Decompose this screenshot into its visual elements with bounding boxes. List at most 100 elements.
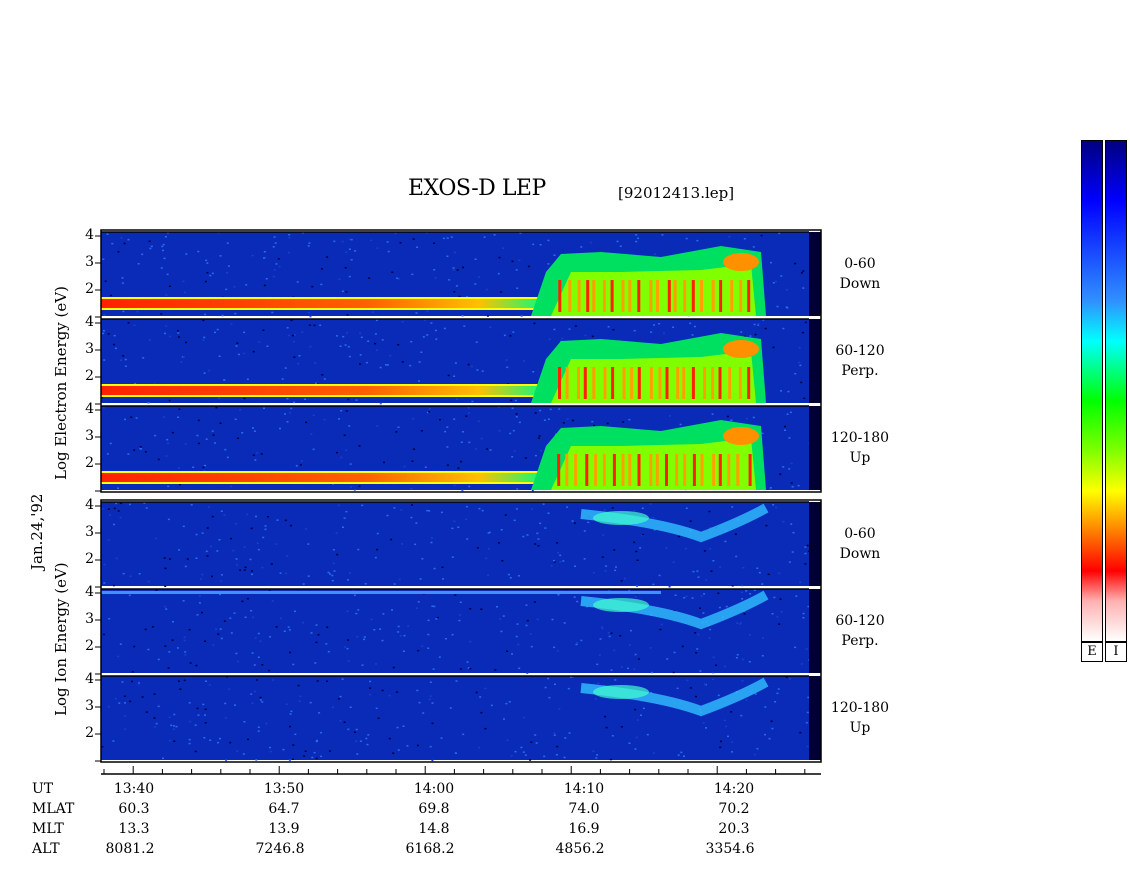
noise-pixel (398, 578, 401, 581)
noise-pixel (712, 656, 715, 658)
noise-pixel (649, 647, 652, 649)
noise-pixel (288, 629, 291, 631)
pitch-direction: Up (849, 450, 871, 466)
noise-pixel (474, 448, 477, 450)
auroral-streak (718, 454, 722, 486)
noise-pixel (535, 742, 538, 744)
noise-pixel (806, 711, 809, 714)
noise-pixel (592, 572, 595, 574)
noise-pixel (780, 390, 782, 392)
noise-pixel (250, 693, 253, 695)
noise-pixel (516, 287, 519, 289)
noise-pixel (757, 323, 760, 325)
noise-pixel (379, 366, 382, 369)
noise-pixel (223, 514, 226, 516)
noise-pixel (333, 240, 336, 243)
noise-pixel (489, 326, 492, 328)
noise-pixel (211, 515, 214, 518)
noise-pixel (415, 522, 418, 524)
noise-pixel (341, 678, 344, 680)
noise-pixel (450, 236, 453, 238)
noise-pixel (348, 238, 351, 241)
noise-pixel (288, 234, 291, 236)
noise-pixel (153, 693, 156, 695)
y-tick-label: 3 (85, 698, 94, 714)
noise-pixel (367, 340, 370, 342)
noise-pixel (149, 247, 152, 250)
noise-pixel (345, 449, 348, 451)
noise-pixel (481, 509, 484, 512)
noise-pixel (236, 750, 239, 752)
noise-pixel (291, 334, 294, 337)
noise-pixel (117, 487, 119, 489)
noise-pixel (719, 566, 722, 568)
noise-pixel (168, 739, 171, 742)
noise-pixel (161, 245, 164, 248)
noise-pixel (728, 236, 731, 238)
noise-pixel (344, 267, 347, 269)
noise-pixel (253, 430, 256, 432)
auroral-streak (649, 280, 653, 312)
pitch-direction: Down (839, 546, 881, 562)
noise-pixel (241, 432, 244, 434)
noise-pixel (121, 277, 124, 279)
noise-pixel (133, 449, 136, 451)
noise-pixel (641, 534, 644, 536)
noise-pixel (443, 327, 446, 330)
auroral-streak (577, 367, 580, 399)
noise-pixel (717, 592, 720, 594)
orbit-value-mlat: 69.8 (418, 801, 450, 817)
electron-colorbar (1081, 140, 1103, 642)
noise-pixel (457, 526, 460, 528)
noise-pixel (563, 622, 566, 624)
noise-pixel (475, 691, 478, 694)
noise-pixel (459, 601, 462, 603)
noise-pixel (331, 574, 334, 577)
noise-pixel (230, 485, 232, 488)
noise-pixel (702, 722, 705, 724)
noise-pixel (312, 448, 315, 451)
noise-pixel (513, 450, 516, 452)
noise-pixel (309, 345, 312, 348)
noise-pixel (325, 643, 328, 645)
noise-pixel (284, 367, 287, 369)
noise-pixel (462, 266, 464, 269)
noise-pixel (742, 567, 745, 569)
noise-pixel (686, 679, 689, 682)
band-edge (101, 297, 546, 299)
auroral-streak (621, 280, 625, 312)
noise-pixel (782, 466, 785, 468)
orbit-value-mlat: 64.7 (268, 801, 300, 817)
noise-pixel (602, 534, 605, 536)
noise-pixel (415, 312, 418, 314)
noise-pixel (595, 757, 598, 759)
noise-pixel (302, 583, 305, 585)
noise-pixel (448, 279, 451, 281)
noise-pixel (786, 307, 789, 309)
noise-pixel (480, 437, 483, 440)
noise-pixel (465, 518, 468, 521)
noise-pixel (273, 269, 276, 271)
noise-pixel (523, 716, 526, 719)
auroral-streak (594, 454, 598, 486)
noise-pixel (399, 242, 402, 244)
noise-pixel (204, 280, 207, 283)
noise-pixel (286, 327, 289, 329)
noise-pixel (485, 288, 488, 291)
noise-pixel (153, 726, 156, 728)
noise-pixel (543, 419, 546, 421)
noise-pixel (506, 739, 509, 741)
noise-pixel (216, 550, 219, 552)
noise-pixel (267, 516, 270, 518)
noise-pixel (401, 361, 404, 363)
noise-pixel (101, 508, 104, 510)
noise-pixel (554, 683, 556, 685)
noise-pixel (307, 575, 310, 577)
noise-pixel (465, 415, 468, 417)
noise-pixel (297, 684, 300, 687)
noise-pixel (772, 504, 775, 506)
noise-pixel (301, 331, 304, 333)
panel-pitch-label: 60-120 Perp. (825, 341, 895, 381)
panel-edge (809, 232, 821, 316)
noise-pixel (374, 333, 377, 335)
